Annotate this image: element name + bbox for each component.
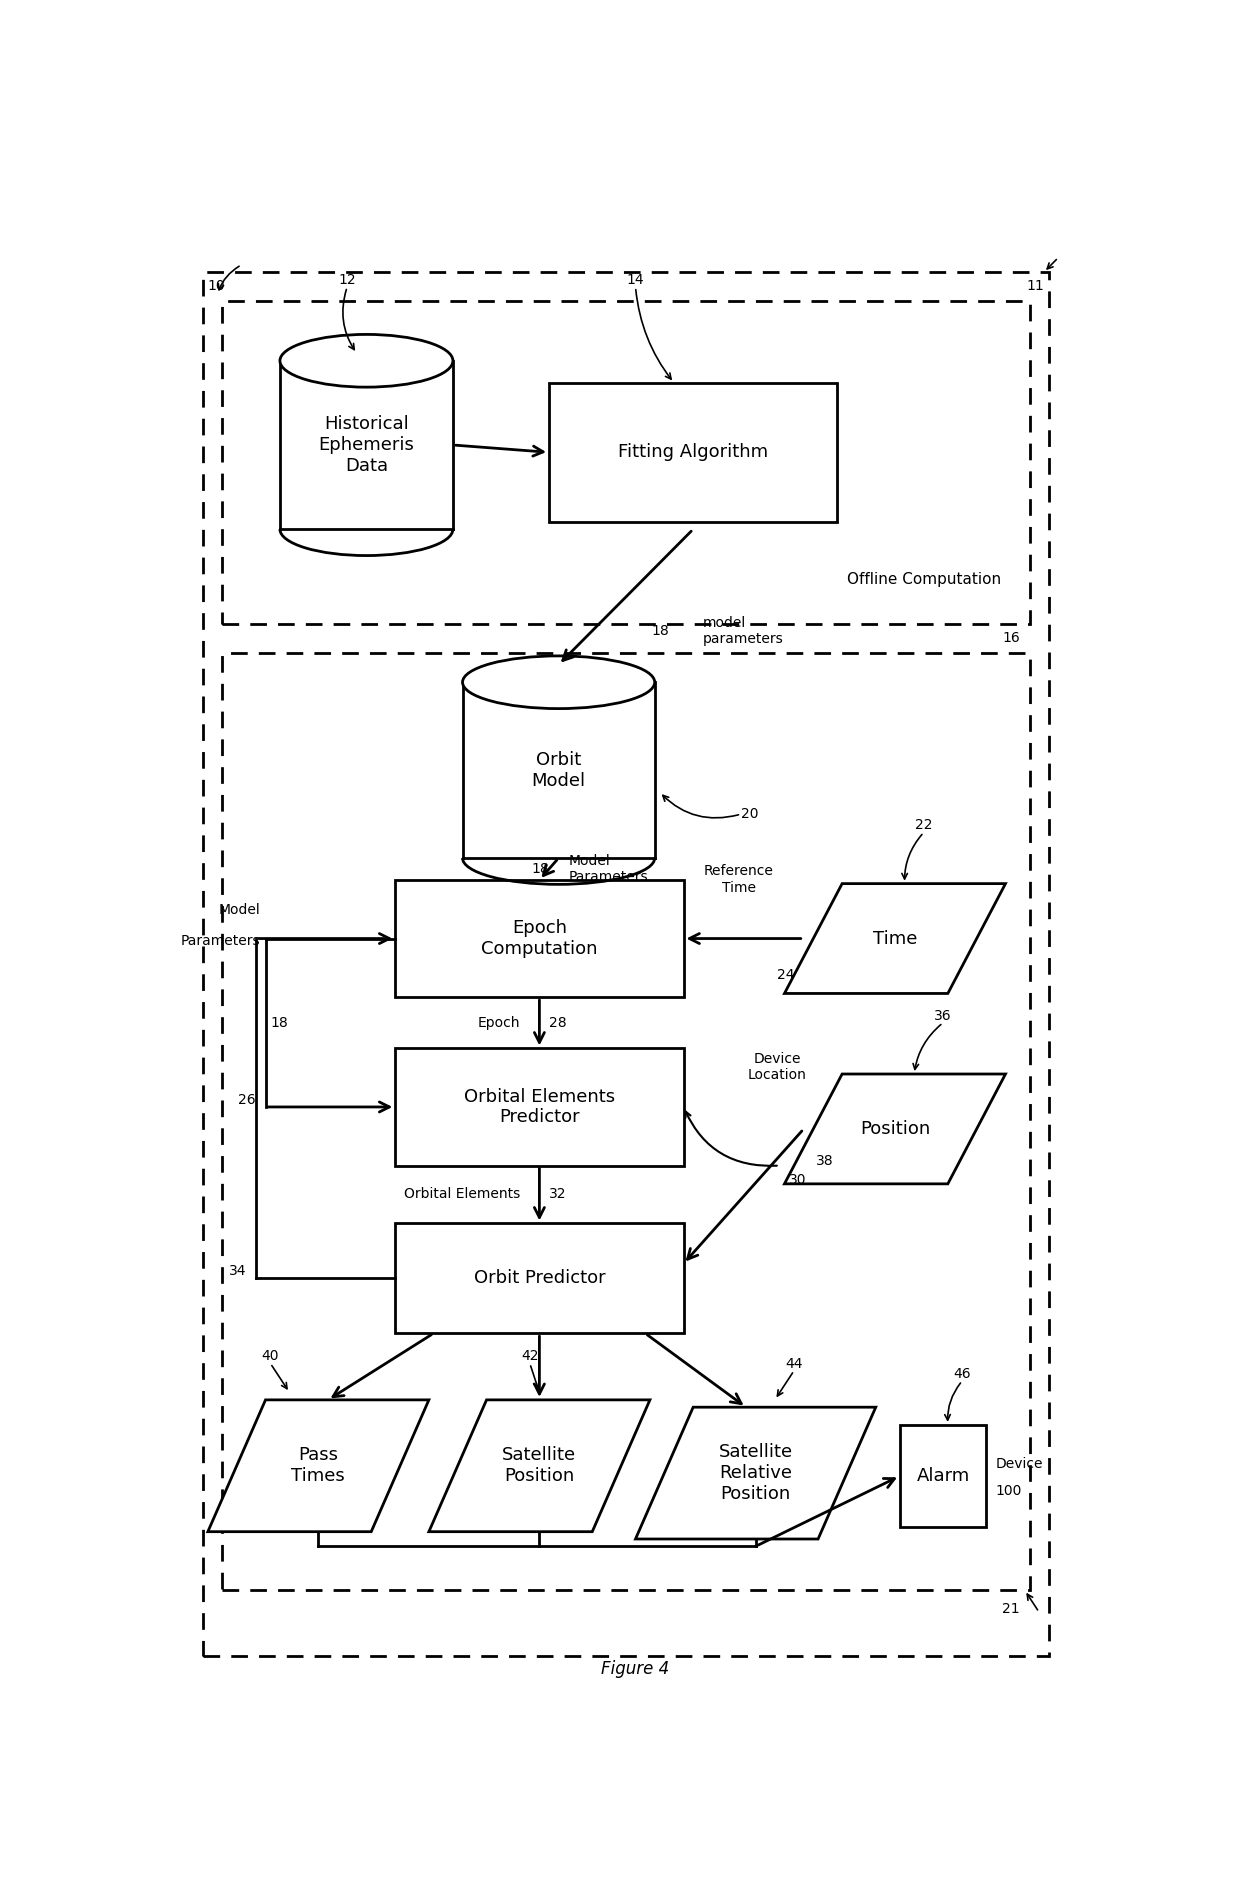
Text: Satellite
Position: Satellite Position [502, 1446, 577, 1485]
Text: model
parameters: model parameters [703, 616, 784, 647]
Text: 40: 40 [262, 1349, 279, 1364]
Polygon shape [429, 1400, 650, 1531]
Text: 12: 12 [339, 272, 356, 287]
Text: Orbit
Model: Orbit Model [532, 751, 585, 789]
Text: Orbital Elements
Predictor: Orbital Elements Predictor [464, 1088, 615, 1126]
Text: Figure 4: Figure 4 [601, 1660, 670, 1678]
Text: 18: 18 [531, 862, 549, 877]
Text: Epoch: Epoch [477, 1016, 521, 1029]
Bar [900, 1425, 986, 1527]
Text: 42: 42 [521, 1349, 538, 1364]
Text: 10: 10 [208, 280, 226, 293]
Bar [396, 1048, 683, 1166]
Text: 44: 44 [785, 1356, 802, 1371]
Text: 32: 32 [549, 1187, 567, 1202]
Text: Fitting Algorithm: Fitting Algorithm [618, 443, 769, 462]
Text: 18: 18 [270, 1016, 288, 1029]
Text: 26: 26 [238, 1092, 255, 1107]
Text: 16: 16 [1002, 631, 1019, 645]
Text: Device: Device [996, 1457, 1043, 1472]
Text: Offline Computation: Offline Computation [847, 573, 1001, 588]
Text: Position: Position [859, 1120, 930, 1137]
Text: Model
Parameters: Model Parameters [568, 854, 647, 884]
Text: Orbit Predictor: Orbit Predictor [474, 1269, 605, 1288]
Text: 30: 30 [789, 1174, 807, 1187]
Text: Time: Time [873, 930, 918, 947]
Bar [396, 1223, 683, 1333]
Text: 28: 28 [549, 1016, 567, 1029]
Polygon shape [208, 1400, 429, 1531]
Text: Model: Model [219, 903, 260, 917]
Text: 18: 18 [651, 624, 670, 637]
Polygon shape [785, 1075, 1006, 1183]
Text: 100: 100 [996, 1484, 1022, 1497]
Text: 11: 11 [1027, 280, 1044, 293]
Ellipse shape [463, 656, 655, 709]
Bar [396, 881, 683, 997]
Text: 38: 38 [816, 1155, 833, 1168]
Text: 21: 21 [1002, 1601, 1019, 1617]
Bar [222, 302, 1029, 624]
Text: 22: 22 [915, 818, 932, 833]
Text: Orbital Elements: Orbital Elements [404, 1187, 521, 1202]
Text: Reference
Time: Reference Time [704, 864, 774, 894]
Text: Pass
Times: Pass Times [291, 1446, 345, 1485]
Bar [463, 683, 655, 858]
Text: 14: 14 [626, 272, 645, 287]
Bar [549, 382, 837, 521]
Text: Historical
Ephemeris
Data: Historical Ephemeris Data [319, 415, 414, 476]
Text: Alarm: Alarm [916, 1466, 970, 1485]
Text: Parameters: Parameters [181, 934, 260, 949]
Text: Device
Location: Device Location [748, 1052, 807, 1082]
Ellipse shape [280, 335, 453, 388]
Bar [280, 361, 453, 529]
Bar [203, 272, 1049, 1657]
Text: 36: 36 [934, 1008, 952, 1023]
Text: 20: 20 [742, 806, 759, 822]
Text: 34: 34 [229, 1265, 247, 1278]
Text: Epoch
Computation: Epoch Computation [481, 919, 598, 959]
Polygon shape [635, 1407, 875, 1539]
Text: Satellite
Relative
Position: Satellite Relative Position [718, 1444, 792, 1503]
Text: 24: 24 [777, 968, 795, 981]
Polygon shape [785, 884, 1006, 993]
Text: 46: 46 [954, 1368, 971, 1381]
Bar [222, 652, 1029, 1590]
